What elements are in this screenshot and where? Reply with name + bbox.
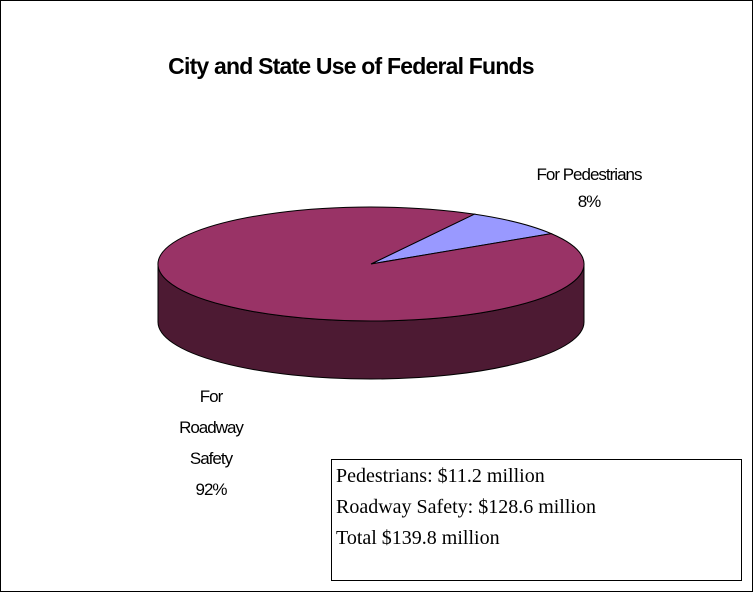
annotation-line: Total $139.8 million xyxy=(336,527,500,549)
category-label: For Roadway Safety xyxy=(179,387,244,468)
annotation-line: Pedestrians: $11.2 million xyxy=(336,465,545,487)
slice-label: For Roadway Safety 92% xyxy=(171,381,251,505)
chart-title: City and State Use of Federal Funds xyxy=(168,53,534,79)
pie-slice xyxy=(157,206,585,322)
annotation-box: Pedestrians: $11.2 million Roadway Safety… xyxy=(331,459,742,581)
annotation-line: Roadway Safety: $128.6 million xyxy=(336,496,596,518)
slice-label: For Pedestrians 8% xyxy=(534,161,644,215)
pie-slice xyxy=(370,213,554,265)
value-label: 92% xyxy=(195,480,227,499)
category-label: For Pedestrians xyxy=(536,165,643,184)
value-label: 8% xyxy=(577,192,602,211)
